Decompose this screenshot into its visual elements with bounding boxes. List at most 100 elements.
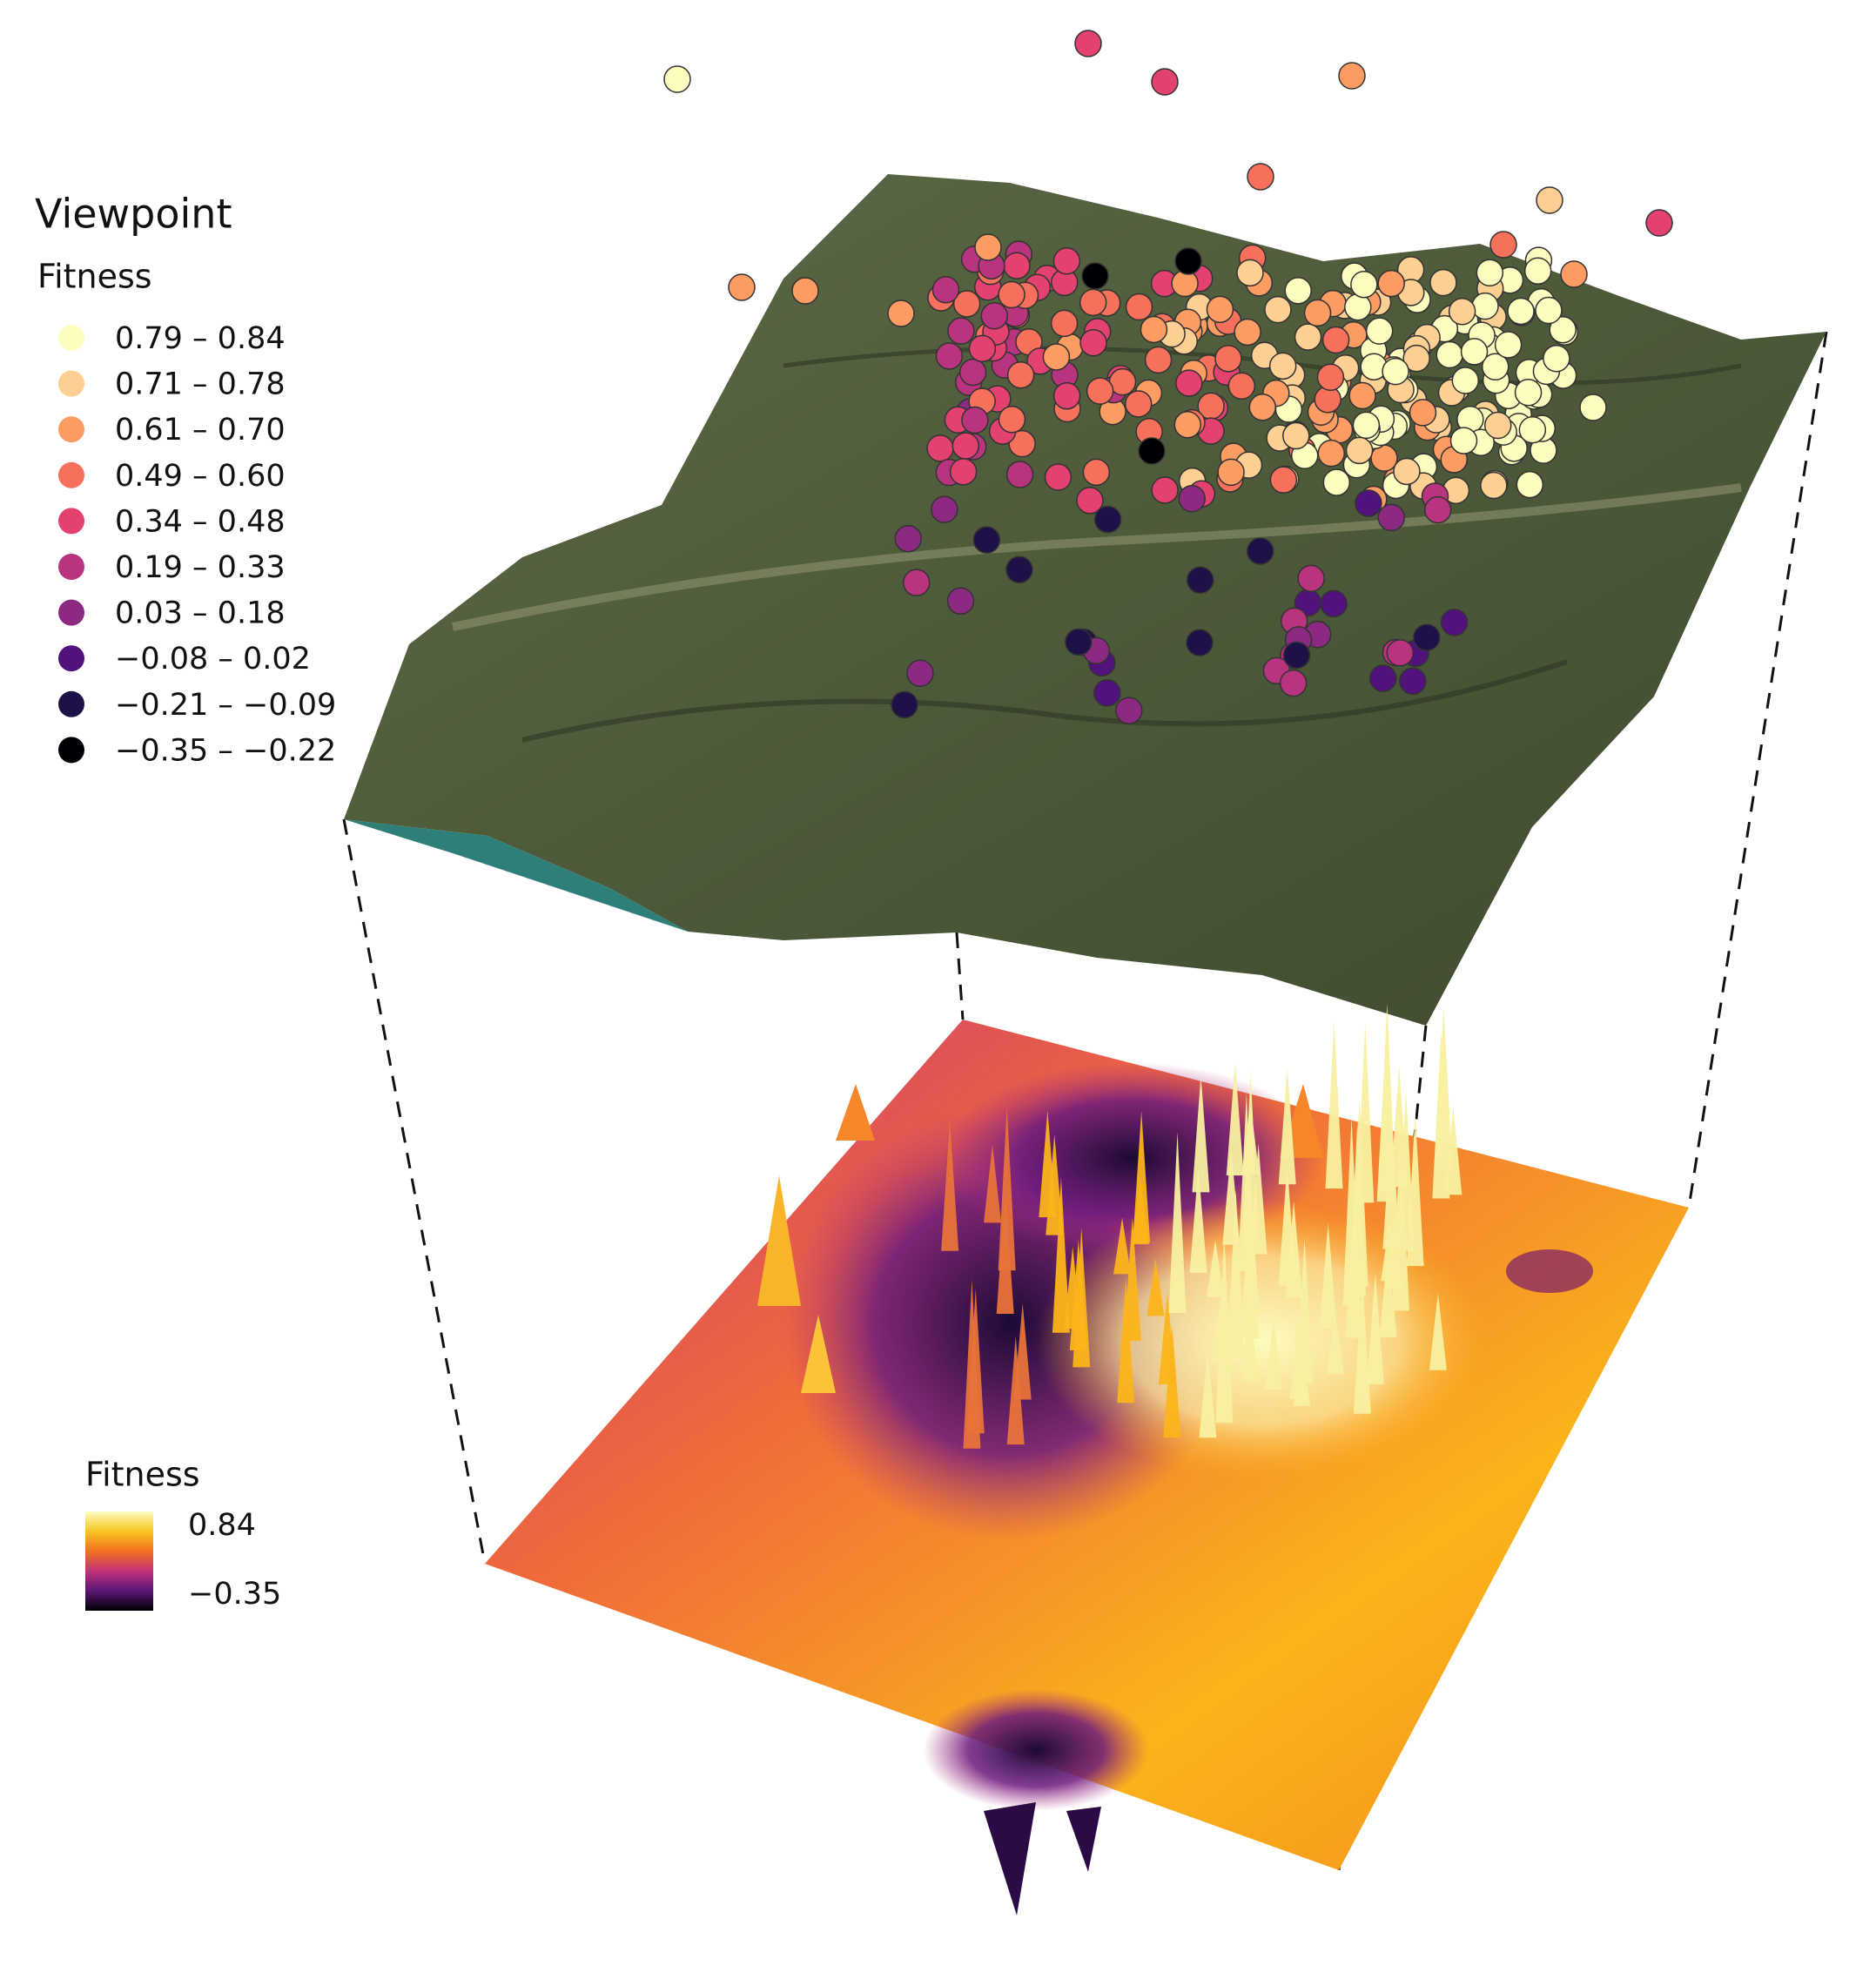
viewpoint [663, 65, 691, 93]
viewpoint [1065, 628, 1093, 656]
viewpoint [1536, 186, 1563, 214]
viewpoint [1151, 476, 1179, 504]
viewpoint [946, 587, 975, 616]
viewpoint [1320, 589, 1348, 618]
viewpoint [998, 280, 1025, 309]
viewpoint [1451, 367, 1480, 394]
viewpoint [1082, 458, 1111, 487]
viewpoint [1044, 463, 1072, 491]
viewpoint [1093, 505, 1122, 534]
viewpoint [728, 273, 756, 301]
viewpoint [1399, 667, 1427, 695]
viewpoint [1006, 360, 1035, 389]
viewpoint [1086, 377, 1114, 405]
viewpoint [1206, 295, 1234, 324]
viewpoint [1074, 30, 1102, 57]
viewpoint [1523, 257, 1552, 285]
viewpoint [1279, 669, 1308, 697]
viewpoint [1471, 292, 1499, 320]
viewpoint [1645, 209, 1673, 237]
viewpoint [1355, 489, 1382, 517]
legend-swatch [58, 554, 84, 580]
viewpoint [1175, 369, 1203, 397]
legend-label: 0.61 – 0.70 [115, 413, 286, 448]
viewpoint [1543, 345, 1570, 373]
legend-swatch [58, 599, 84, 626]
viewpoint [1214, 345, 1242, 373]
viewpoint [1413, 623, 1441, 651]
viewpoint [791, 277, 819, 305]
viewpoint [1535, 296, 1563, 325]
viewpoint [1436, 340, 1463, 369]
legend-label: −0.35 – −0.22 [115, 733, 336, 768]
viewpoint [1382, 357, 1409, 386]
viewpoint [1476, 259, 1504, 287]
viewpoint [1138, 437, 1166, 465]
viewpoint [1365, 317, 1394, 345]
viewpoint [1151, 68, 1179, 96]
legend-swatch [58, 508, 84, 535]
viewpoint [1003, 252, 1031, 279]
viewpoint [1005, 461, 1034, 488]
viewpoint [1579, 394, 1607, 421]
viewpoint [1348, 381, 1376, 410]
viewpoint [1052, 381, 1081, 410]
viewpoint [1186, 566, 1214, 594]
viewpoint [1386, 639, 1414, 667]
viewpoint [1008, 429, 1036, 458]
viewpoint [906, 659, 934, 687]
legend-label: 0.03 – 0.18 [115, 596, 286, 631]
viewpoint [1268, 352, 1297, 380]
viewpoint [1140, 315, 1168, 344]
legend-swatch [58, 370, 84, 397]
legend-label: −0.21 – −0.09 [115, 688, 336, 723]
viewpoint [1234, 318, 1261, 347]
viewpoint [1115, 697, 1143, 724]
viewpoint [1294, 323, 1322, 351]
legend-label: 0.19 – 0.33 [115, 550, 286, 585]
viewpoint [1516, 470, 1544, 499]
viewpoint [949, 458, 978, 486]
legend-swatch [58, 461, 84, 488]
viewpoint [952, 290, 981, 318]
viewpoint [1440, 609, 1469, 636]
viewpoint [1052, 247, 1081, 275]
legend-label: −0.08 – 0.02 [115, 642, 311, 676]
colorbar-min-label: −0.35 [188, 1577, 281, 1612]
viewpoint [1124, 390, 1153, 418]
viewpoint [1393, 457, 1421, 486]
viewpoint [1377, 269, 1405, 298]
viewpoint [1368, 664, 1397, 692]
viewpoint [1350, 270, 1378, 299]
viewpoint [1269, 466, 1298, 494]
viewpoint [1248, 394, 1277, 421]
viewpoint [1448, 297, 1476, 326]
legend-swatch [58, 690, 84, 717]
viewpoint [1246, 537, 1274, 565]
viewpoint [931, 495, 958, 523]
viewpoint [1429, 268, 1457, 297]
viewpoint [1217, 458, 1245, 487]
colorbar-max-label: 0.84 [188, 1508, 256, 1543]
viewpoint [1317, 439, 1345, 468]
viewpoint [1423, 495, 1452, 524]
viewpoint [958, 358, 987, 387]
viewpoint [894, 524, 923, 553]
colorbar [85, 1511, 153, 1611]
legend-label: 0.79 – 0.84 [115, 321, 286, 356]
viewpoints [663, 30, 1673, 724]
legend: 0.79 – 0.84 0.71 – 0.78 0.61 – 0.70 0.49 – … [58, 321, 336, 768]
viewpoint [1042, 343, 1071, 371]
viewpoint [947, 317, 975, 345]
viewpoint [1284, 277, 1312, 305]
viewpoint [1449, 427, 1478, 454]
viewpoint [1186, 629, 1214, 656]
viewpoint [998, 406, 1026, 434]
viewpoint [931, 276, 960, 304]
viewpoint [1144, 346, 1173, 374]
viewpoint [1344, 293, 1372, 321]
viewpoint [935, 342, 964, 370]
viewpoint [1125, 293, 1153, 321]
